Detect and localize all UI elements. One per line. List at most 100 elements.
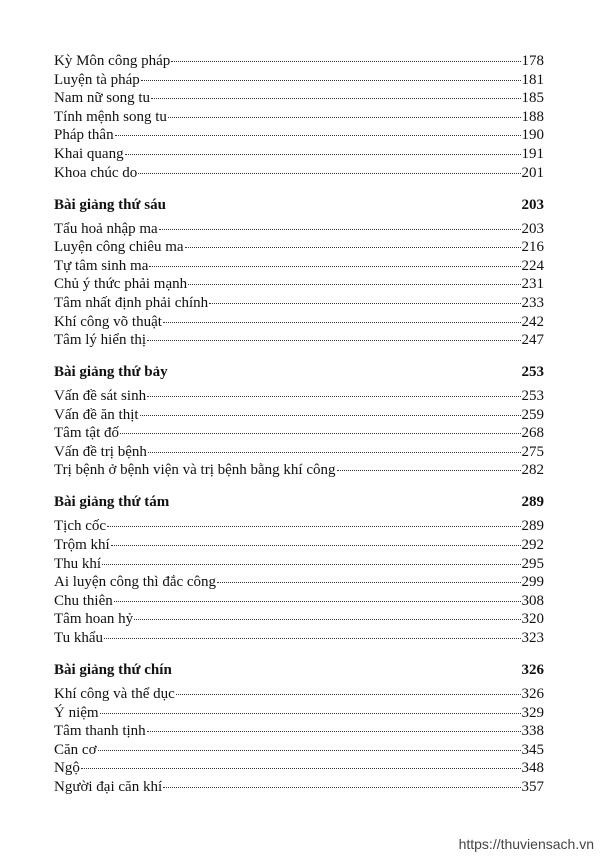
dot-leader	[147, 340, 521, 342]
toc-entry: Luyện công chiêu ma 216	[54, 238, 544, 257]
entry-page: 289	[521, 518, 545, 535]
dot-leader	[139, 414, 521, 416]
dot-leader	[140, 79, 521, 81]
dot-leader	[162, 321, 521, 323]
dot-leader	[149, 265, 521, 267]
entry-page: 178	[521, 53, 545, 69]
entry-title: Ý niệm	[54, 704, 99, 721]
dot-leader	[113, 600, 521, 602]
toc-entry: Ý niệm 329	[54, 704, 544, 723]
entry-title: Luyện tà pháp	[54, 71, 140, 88]
entry-page: 253	[521, 388, 545, 405]
entry-title: Trộm khí	[54, 537, 110, 553]
entry-page: 181	[521, 71, 545, 88]
dot-leader	[167, 116, 521, 118]
dot-leader	[119, 433, 521, 435]
entry-title: Thu khí	[54, 555, 102, 572]
entry-page: 242	[521, 313, 545, 330]
entry-page: 292	[521, 537, 545, 553]
toc-entry: Tâm hoan hỷ 320	[54, 610, 544, 629]
dot-leader	[147, 451, 521, 453]
section-page: 289	[521, 494, 545, 511]
toc-entry: Tâm nhất định phải chính 233	[54, 294, 544, 313]
entry-title: Tâm nhất định phải chính	[54, 294, 209, 311]
entry-page: 320	[521, 611, 545, 628]
dot-leader	[134, 619, 521, 621]
entry-title: Tâm lý hiển thị	[54, 332, 147, 349]
entry-title: Vấn đề ăn thịt	[54, 406, 139, 423]
entry-page: 185	[521, 90, 545, 107]
toc-entry: Chủ ý thức phải mạnh 231	[54, 275, 544, 294]
toc-entry: Pháp thân 190	[54, 126, 544, 145]
watermark-url: https://thuviensach.vn	[458, 836, 594, 852]
dot-leader	[80, 768, 521, 770]
entry-title: Khí công võ thuật	[54, 313, 162, 330]
entry-title: Vấn đề trị bệnh	[54, 443, 147, 460]
entry-title: Tẩu hoả nhập ma	[54, 220, 158, 237]
entry-page: 203	[521, 220, 545, 237]
section-title: Bài giảng thứ tám	[54, 494, 170, 511]
dot-leader	[336, 470, 521, 472]
dot-leader	[171, 61, 521, 62]
toc-entry: Vấn đề sát sinh 253	[54, 387, 544, 406]
toc-entry: Tự tâm sinh ma 224	[54, 257, 544, 276]
section-title: Bài giảng thứ sáu	[54, 196, 166, 213]
dot-leader	[138, 172, 521, 174]
dot-leader	[175, 693, 521, 695]
toc-entry: Căn cơ 345	[54, 741, 544, 760]
dot-leader	[146, 731, 521, 733]
entry-title: Tâm hoan hỷ	[54, 611, 134, 628]
entry-page: 201	[521, 164, 545, 181]
entry-page: 329	[521, 704, 545, 721]
toc-entry: Nam nữ song tu 185	[54, 89, 544, 108]
entry-title: Pháp thân	[54, 127, 114, 144]
section-page: 253	[521, 364, 545, 381]
entry-page: 233	[521, 294, 545, 311]
dot-leader	[102, 563, 521, 565]
entry-title: Tâm tật đố	[54, 425, 119, 442]
toc-entry: Ai luyện công thì đắc công 299	[54, 573, 544, 592]
entry-page: 308	[521, 592, 545, 609]
toc-entry: Tu khẩu 323	[54, 629, 544, 648]
entry-title: Tâm thanh tịnh	[54, 723, 146, 740]
section-heading: Bài giảng thứ tám 289	[54, 493, 544, 512]
dot-leader	[163, 786, 521, 788]
section-title: Bài giảng thứ chín	[54, 661, 172, 678]
entry-page: 190	[521, 127, 545, 144]
entry-title: Trị bệnh ở bệnh viện và trị bệnh bằng kh…	[54, 462, 336, 479]
entry-page: 345	[521, 741, 545, 758]
dot-leader	[184, 247, 521, 249]
toc-entry: Thu khí 295	[54, 555, 544, 574]
toc-entry: Luyện tà pháp 181	[54, 71, 544, 90]
entry-title: Khoa chúc do	[54, 164, 138, 181]
entry-page: 323	[521, 629, 545, 646]
entry-page: 299	[521, 574, 545, 591]
toc-entry: Tâm lý hiển thị 247	[54, 331, 544, 350]
entry-page: 224	[521, 257, 545, 274]
dot-leader	[104, 637, 521, 639]
toc-entry: Chu thiên 308	[54, 592, 544, 611]
entry-title: Khí công và thể dục	[54, 685, 175, 702]
entry-page: 268	[521, 425, 545, 442]
entry-page: 216	[521, 239, 545, 256]
entry-page: 191	[521, 145, 545, 162]
dot-leader	[158, 228, 521, 230]
dot-leader	[110, 545, 521, 546]
entry-page: 282	[521, 462, 545, 479]
entry-page: 231	[521, 276, 545, 293]
entry-title: Chủ ý thức phải mạnh	[54, 276, 188, 293]
toc-entry: Khai quang 191	[54, 145, 544, 164]
table-of-contents: Kỳ Môn công pháp 178 Luyện tà pháp 181 Nam n…	[54, 52, 544, 797]
toc-entry: Tâm tật đố 268	[54, 424, 544, 443]
entry-page: 348	[521, 760, 545, 777]
entry-title: Ngộ	[54, 760, 80, 777]
toc-entry: Tịch cốc 289	[54, 517, 544, 536]
dot-leader	[99, 712, 521, 714]
entry-title: Người đại căn khí	[54, 778, 163, 795]
entry-title: Ai luyện công thì đắc công	[54, 574, 217, 591]
dot-leader	[124, 153, 521, 155]
section-heading: Bài giảng thứ bảy 253	[54, 363, 544, 382]
entry-page: 357	[521, 778, 545, 795]
toc-entry: Ngộ 348	[54, 759, 544, 778]
toc-entry: Trị bệnh ở bệnh viện và trị bệnh bằng kh…	[54, 461, 544, 480]
